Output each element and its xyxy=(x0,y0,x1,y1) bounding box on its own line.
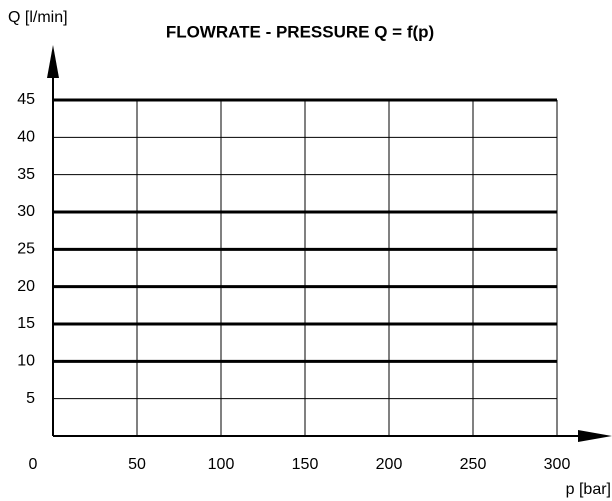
chart-title: FLOWRATE - PRESSURE Q = f(p) xyxy=(166,22,434,41)
x-tick-label: 0 xyxy=(29,456,38,473)
x-tick-label: 150 xyxy=(292,456,319,473)
y-tick-label: 20 xyxy=(17,278,35,295)
x-tick-label: 200 xyxy=(376,456,403,473)
x-tick-label: 250 xyxy=(460,456,487,473)
y-tick-label: 35 xyxy=(17,166,35,183)
x-axis-arrow xyxy=(578,430,612,442)
y-tick-label: 40 xyxy=(17,129,35,146)
x-tick-label: 300 xyxy=(544,456,571,473)
y-tick-label: 15 xyxy=(17,315,35,332)
y-tick-label: 25 xyxy=(17,241,35,258)
y-tick-label: 30 xyxy=(17,203,35,220)
y-axis-arrow xyxy=(47,45,59,78)
y-axis-label: Q [l/min] xyxy=(8,9,68,26)
y-tick-label: 5 xyxy=(26,390,35,407)
x-axis-label: p [bar] xyxy=(566,481,611,498)
x-tick-label: 100 xyxy=(208,456,235,473)
y-tick-label: 10 xyxy=(17,353,35,370)
y-tick-label: 45 xyxy=(17,91,35,108)
x-tick-label: 50 xyxy=(128,456,146,473)
